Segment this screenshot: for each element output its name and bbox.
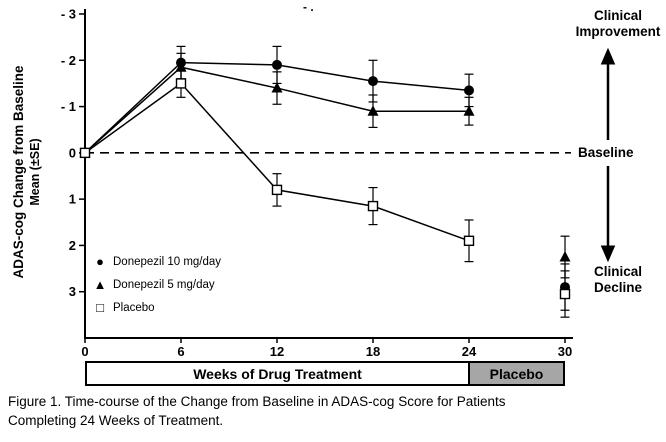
filled-circle-marker xyxy=(464,85,474,96)
y-tick-label: - 2 xyxy=(61,53,76,68)
open-square-marker xyxy=(463,235,475,247)
y-tick-label: 3 xyxy=(69,284,76,299)
y-tick-label: 0 xyxy=(69,145,76,160)
filled-circle-icon: ● xyxy=(96,254,104,269)
improvement-arrowhead-icon xyxy=(600,47,616,65)
y-axis-title-line1: ADAS-cog Change from Baseline xyxy=(11,65,26,279)
legend-item: ● Donepezil 10 mg/day xyxy=(92,250,221,273)
open-square-marker xyxy=(175,78,187,89)
legend-item-label: Donepezil 5 mg/day xyxy=(113,278,215,291)
placebo-bar: Placebo xyxy=(470,363,563,384)
series-placebo xyxy=(79,68,571,318)
x-tick-label: 12 xyxy=(270,344,284,359)
y-tick-label: 1 xyxy=(69,192,76,207)
cropped-text-fragment: - . xyxy=(303,0,314,14)
clinical-improvement-line2: Improvement xyxy=(575,24,661,39)
filled-circle-marker xyxy=(272,59,282,70)
axes xyxy=(84,9,573,339)
figure-caption: Figure 1. Time-course of the Change from… xyxy=(8,392,506,430)
legend: ● Donepezil 10 mg/day ▲ Donepezil 5 mg/d… xyxy=(92,250,221,319)
clinical-decline-line1: Clinical xyxy=(593,264,642,279)
clinical-decline-label: Clinical Decline xyxy=(578,264,658,296)
x-tick-label: 24 xyxy=(462,344,477,359)
open-square-marker xyxy=(271,184,283,196)
y-tick-label: - 1 xyxy=(61,99,76,114)
y-axis-title: ADAS-cog Change from Baseline Mean (±SE) xyxy=(11,65,43,278)
clinical-improvement-label: Clinical Improvement xyxy=(570,8,666,40)
open-square-marker xyxy=(559,288,571,300)
treatment-weeks-bar: Weeks of Drug Treatment xyxy=(87,363,470,384)
decline-arrowhead-icon xyxy=(600,245,616,263)
legend-item-label: Donepezil 10 mg/day xyxy=(113,255,222,268)
legend-item: □ Placebo xyxy=(92,296,221,319)
open-square-marker xyxy=(367,200,379,212)
legend-item-label: Placebo xyxy=(113,301,155,314)
y-tick-label: 2 xyxy=(69,238,76,253)
clinical-decline-line2: Decline xyxy=(593,280,643,295)
figure-caption-line1: Figure 1. Time-course of the Change from… xyxy=(8,394,506,409)
clinical-improvement-line1: Clinical xyxy=(593,8,642,23)
filled-circle-marker xyxy=(368,76,378,87)
filled-triangle-marker xyxy=(559,251,571,262)
figure-caption-line2: Completing 24 Weeks of Treatment. xyxy=(8,413,224,428)
legend-item: ▲ Donepezil 5 mg/day xyxy=(92,273,221,296)
open-square-icon: □ xyxy=(96,300,104,315)
open-square-marker xyxy=(79,147,91,159)
x-tick-label: 0 xyxy=(81,344,88,359)
x-axis-treatment-bar: Weeks of Drug Treatment Placebo xyxy=(85,361,565,386)
filled-triangle-marker xyxy=(463,105,475,116)
y-axis-title-line2: Mean (±SE) xyxy=(28,138,42,206)
series-line xyxy=(84,82,470,242)
y-tick-label: - 3 xyxy=(61,7,76,22)
baseline-label: Baseline xyxy=(578,145,634,160)
filled-triangle-marker xyxy=(367,105,379,116)
series-donepezil-5-mg-day xyxy=(79,52,571,279)
x-tick-label: 30 xyxy=(558,344,572,359)
x-tick-label: 18 xyxy=(366,344,380,359)
filled-triangle-icon: ▲ xyxy=(93,277,107,292)
x-tick-label: 6 xyxy=(177,344,184,359)
improvement-decline-arrows xyxy=(600,47,616,263)
filled-triangle-marker xyxy=(271,82,283,93)
